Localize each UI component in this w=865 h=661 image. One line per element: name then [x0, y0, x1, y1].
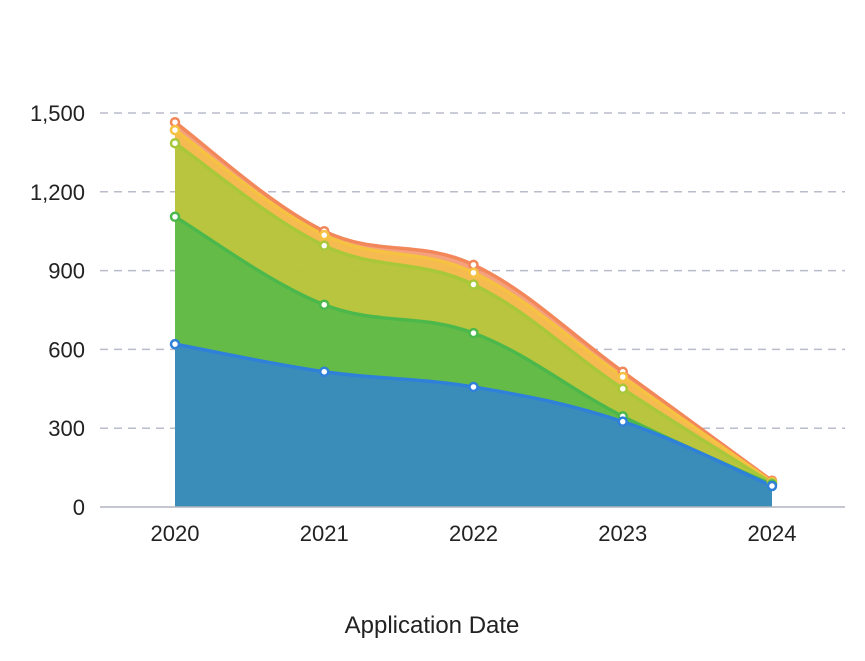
- y-tick-label: 0: [73, 495, 85, 520]
- series-1-point[interactable]: [470, 383, 478, 391]
- series-3-point[interactable]: [171, 139, 179, 147]
- series-3-point[interactable]: [320, 242, 328, 250]
- x-tick-label: 2023: [598, 521, 647, 546]
- series-1-point[interactable]: [619, 418, 627, 426]
- series-3-point[interactable]: [619, 385, 627, 393]
- series-2-point[interactable]: [320, 301, 328, 309]
- x-tick-label: 2022: [449, 521, 498, 546]
- series-4-point[interactable]: [171, 126, 179, 134]
- series-1-point[interactable]: [171, 340, 179, 348]
- series-3-point[interactable]: [470, 281, 478, 289]
- y-tick-label: 300: [48, 416, 85, 441]
- y-tick-label: 900: [48, 259, 85, 284]
- y-tick-label: 1,500: [30, 101, 85, 126]
- x-axis-title: Application Date: [345, 612, 520, 639]
- series-2-point[interactable]: [470, 329, 478, 337]
- y-tick-label: 1,200: [30, 180, 85, 205]
- x-tick-label: 2024: [748, 521, 797, 546]
- y-tick-label: 600: [48, 337, 85, 362]
- x-tick-label: 2020: [151, 521, 200, 546]
- series-2-point[interactable]: [171, 213, 179, 221]
- series-areas: [175, 122, 772, 507]
- series-4-point[interactable]: [619, 373, 627, 381]
- series-4-point[interactable]: [320, 231, 328, 239]
- series-1-point[interactable]: [320, 368, 328, 376]
- series-4-point[interactable]: [470, 269, 478, 277]
- series-1-point[interactable]: [768, 482, 776, 490]
- x-tick-label: 2021: [300, 521, 349, 546]
